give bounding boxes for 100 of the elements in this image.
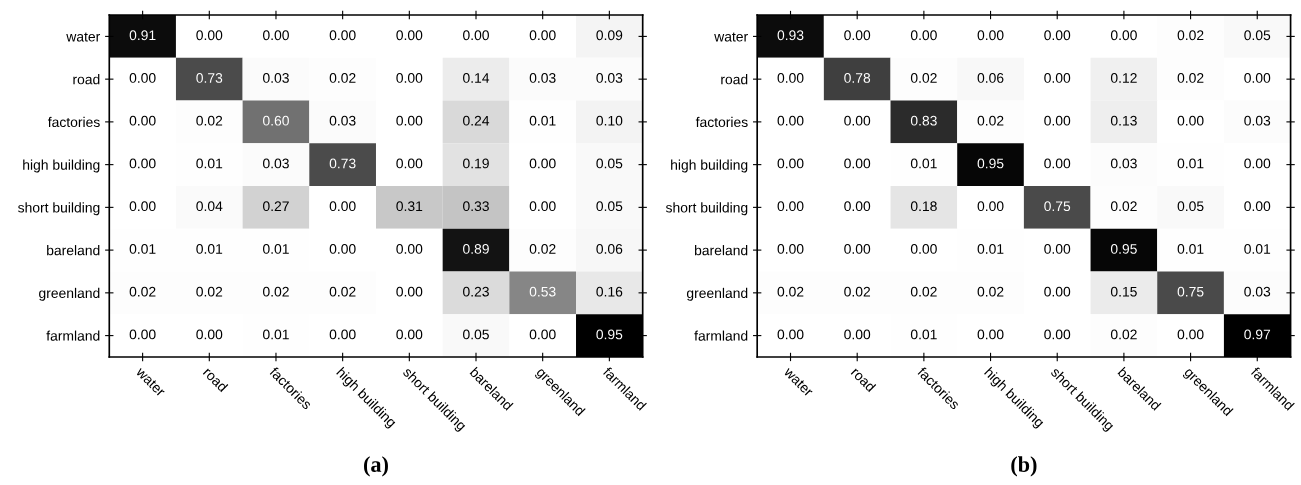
y-tick-label: road [73,74,100,85]
data-label: 0.00 [777,115,804,126]
data-label: 0.00 [463,30,489,41]
data-label: 0.00 [129,201,156,212]
data-label: 0.00 [777,158,804,169]
data-label: 0.00 [977,201,1004,212]
data-label: 0.00 [396,115,423,126]
data-label: 0.05 [1177,201,1204,212]
data-label: 0.00 [396,158,423,169]
data-label: 0.73 [329,158,356,169]
data-label: 0.00 [129,73,156,83]
data-label: 0.00 [396,244,423,254]
data-label: 0.00 [396,286,423,297]
data-label: 0.23 [463,286,489,297]
data-label: 0.02 [129,286,156,297]
data-label: 0.00 [329,30,356,41]
data-label: 0.00 [1044,30,1071,41]
data-label: 0.02 [1110,201,1137,212]
data-label: 0.00 [129,329,156,340]
data-label: 0.00 [1044,158,1071,169]
data-label: 0.53 [529,286,556,297]
y-tick-label: short building [665,202,748,216]
data-label: 0.95 [1110,244,1137,254]
data-label: 0.73 [196,73,223,83]
data-label: 0.00 [1244,73,1271,83]
data-label: 0.00 [1177,329,1204,340]
data-label: 0.00 [129,158,156,169]
data-label: 0.02 [977,286,1004,297]
data-label: 0.00 [196,329,223,340]
data-label: 0.00 [777,201,804,212]
data-label: 0.05 [596,201,623,212]
data-label: 0.01 [263,244,289,254]
y-tick-label: short building [18,202,100,216]
data-label: 0.00 [910,244,937,254]
data-label: 0.14 [463,73,490,83]
data-label: 0.19 [463,158,489,169]
y-tick-label: high building [23,159,100,173]
data-label: 0.00 [329,329,356,340]
y-tick-label: factories [47,116,100,128]
data-label: 0.00 [396,30,423,41]
data-label: 0.00 [263,30,289,41]
data-label: 0.00 [844,329,871,340]
data-label: 0.09 [596,30,623,41]
data-label: 0.00 [1044,244,1071,254]
data-label: 0.95 [596,329,623,340]
data-label: 0.00 [977,329,1004,340]
data-label: 0.00 [1044,73,1071,83]
data-label: 0.02 [196,286,223,297]
data-label: 0.89 [463,244,489,254]
data-label: 0.02 [977,115,1004,126]
y-tick-label: farmland [694,330,748,341]
data-label: 0.24 [463,115,490,126]
y-tick-label: farmland [46,330,100,341]
data-label: 0.03 [263,73,289,83]
data-label: 0.01 [1244,244,1271,254]
x-tick-label: road [202,366,229,393]
data-label: 0.18 [910,201,937,212]
data-label: 0.00 [844,244,871,254]
data-label: 0.06 [977,73,1004,83]
data-label: 0.97 [1244,329,1271,340]
data-label: 0.01 [129,244,156,254]
x-tick-label: road [850,366,877,393]
data-label: 0.02 [1110,329,1137,340]
data-label: 0.00 [329,201,356,212]
data-label: 0.01 [1177,244,1204,254]
data-label: 0.00 [777,329,804,340]
data-label: 0.01 [910,158,937,169]
data-label: 0.01 [263,329,289,340]
data-label: 0.00 [396,329,423,340]
data-label: 0.78 [844,73,871,83]
y-tick-label: road [721,74,748,85]
data-label: 0.01 [910,329,937,340]
data-label: 0.02 [196,115,223,126]
data-label: 0.05 [463,329,489,340]
data-label: 0.75 [1177,286,1204,297]
text: (b) [1011,456,1037,477]
data-label: 0.02 [1177,73,1204,83]
data-label: 0.00 [910,30,937,41]
data-label: 0.31 [396,201,423,212]
data-label: 0.00 [529,329,556,340]
data-label: 0.75 [1044,201,1071,212]
y-tick-label: water [66,32,101,42]
data-label: 0.05 [596,158,623,169]
data-label: 0.00 [396,73,423,83]
data-label: 0.00 [1110,30,1137,41]
data-label: 0.00 [1244,201,1271,212]
data-label: 0.00 [1244,158,1271,169]
data-label: 0.06 [596,244,623,254]
data-label: 0.00 [329,244,356,254]
data-label: 0.00 [529,158,556,169]
data-label: 0.02 [263,286,289,297]
data-label: 0.60 [263,115,289,126]
data-label: 0.03 [1110,158,1137,169]
y-tick-label: high building [671,159,748,173]
data-label: 0.02 [329,286,356,297]
data-label: 0.00 [129,115,156,126]
data-label: 0.04 [196,201,223,212]
y-tick-label: greenland [39,287,100,301]
data-label: 0.00 [529,30,556,41]
data-label: 0.02 [910,73,937,83]
